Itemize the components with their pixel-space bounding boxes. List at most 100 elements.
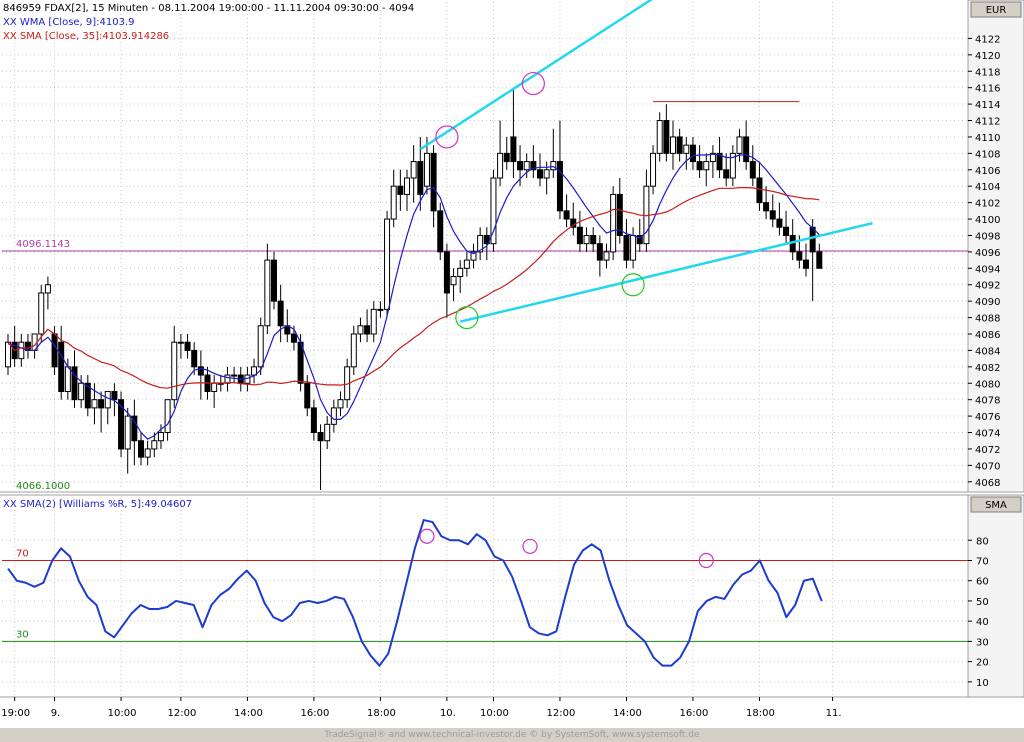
price-tick-label: 4076 [975, 412, 1000, 423]
candle-body-down [769, 210, 776, 220]
osc-tick-label: 40 [976, 617, 989, 628]
candle-body-up [350, 333, 357, 368]
candle-body-up [550, 161, 557, 171]
candle-body-down [636, 234, 643, 245]
candle-body-down [776, 218, 783, 228]
candle-body-up [264, 259, 271, 327]
candle-body-up [463, 259, 470, 269]
candle-body-up [171, 341, 178, 401]
candle-body-down [809, 226, 816, 253]
x-tick-label: 16:00 [300, 708, 329, 719]
candle-body-down [816, 251, 823, 269]
candle-body-down [437, 210, 444, 253]
candle-body-up [610, 193, 617, 253]
legend-oscillator: XX SMA(2) [Williams %R, 5]:49.04607 [3, 499, 193, 510]
candle-body-up [630, 234, 637, 261]
candle-body-down [430, 152, 437, 212]
magenta-marker-circle [521, 71, 545, 96]
candle-body-down [364, 325, 371, 335]
williams-r-sma-line [7, 519, 823, 667]
sma-line [7, 187, 820, 389]
candle-body-down [277, 300, 284, 327]
x-tick-label: 18:00 [367, 708, 396, 719]
sma-label-box [970, 496, 1022, 513]
chart-title: 846959 FDAX[2], 15 Minuten - 08.11.2004 … [3, 3, 415, 14]
candle-body-up [736, 136, 743, 154]
candle-body-down [118, 399, 125, 450]
price-tick-label: 4094 [975, 264, 1000, 275]
candle-body-up [377, 308, 384, 311]
x-tick-label: 10. [440, 708, 456, 719]
osc-tick-label: 10 [976, 678, 989, 689]
x-tick-label: 14:00 [613, 708, 642, 719]
candle-body-down [84, 382, 91, 409]
price-tick-label: 4074 [975, 429, 1000, 440]
green-marker-circle [455, 305, 479, 330]
osc-magenta-circle [698, 552, 714, 569]
candle-body-up [151, 440, 158, 450]
bottom-price-label: 4066.1000 [16, 481, 70, 492]
osc-tick-label: 50 [976, 597, 989, 608]
level-70-label: 70 [16, 548, 29, 559]
candle-body-down [783, 226, 790, 236]
candle-body-down [763, 202, 770, 212]
candle-body-up [18, 341, 25, 360]
price-tick-label: 4112 [975, 117, 1000, 128]
candle-body-down [197, 366, 204, 376]
candle-body-up [91, 399, 98, 409]
candle-body-up [404, 177, 410, 195]
candle-body-up [729, 152, 736, 179]
magenta-marker-circle [435, 125, 459, 149]
candle-body-down [111, 390, 118, 401]
candle-body-up [337, 399, 344, 409]
candle-body-up [78, 382, 85, 401]
oscillator-plot: 70 30 [2, 519, 968, 667]
candle-body-up [44, 284, 51, 294]
osc-axis-unit: SMA [985, 500, 1007, 511]
wma-line [7, 153, 820, 440]
osc-tick-label: 30 [976, 637, 989, 648]
price-axis-unit: EUR [986, 5, 1007, 16]
candle-body-up [470, 251, 477, 261]
x-tick-label: 14:00 [234, 708, 263, 719]
price-tick-label: 4104 [975, 182, 1000, 193]
candle-body-up [603, 251, 610, 261]
candle-body-down [310, 407, 317, 434]
candle-body-up [490, 177, 497, 245]
candle-body-down [576, 226, 583, 245]
candle-body-down [290, 333, 297, 343]
level-30-label: 30 [16, 629, 29, 640]
candle-body-down [796, 251, 803, 261]
candle-body-down [191, 349, 198, 368]
price-tick-label: 4070 [975, 461, 1000, 472]
lower-trendline [459, 221, 873, 323]
price-tick-label: 4072 [975, 445, 1000, 456]
candle-body-down [676, 136, 683, 154]
price-tick-label: 4086 [975, 330, 1000, 341]
candle-body-down [397, 185, 404, 195]
candle-body-up [104, 390, 111, 409]
price-tick-label: 4098 [975, 231, 1000, 242]
price-axis-panel [967, 0, 1024, 493]
candle-body-down [131, 415, 138, 442]
candle-body-up [244, 374, 251, 384]
candle-body-down [510, 136, 517, 163]
candle-body-up [410, 161, 417, 179]
candle-body-down [596, 243, 603, 261]
footer-band [0, 728, 1024, 742]
price-tick-label: 4100 [975, 215, 1000, 226]
candle-body-up [457, 267, 464, 278]
candle-body-up [38, 292, 45, 335]
candle-body-down [417, 161, 424, 195]
candle-body-up [423, 152, 430, 187]
candle-body-up [330, 407, 337, 425]
upper-trendline [419, 0, 653, 151]
candle-body-up [709, 152, 716, 163]
price-tick-label: 4122 [975, 34, 1000, 45]
x-tick-label: 11. [826, 708, 842, 719]
price-tick-label: 4096 [975, 248, 1000, 259]
candle-body-down [756, 177, 763, 204]
x-tick-label: 18:00 [746, 708, 775, 719]
price-tick-label: 4080 [975, 379, 1000, 390]
